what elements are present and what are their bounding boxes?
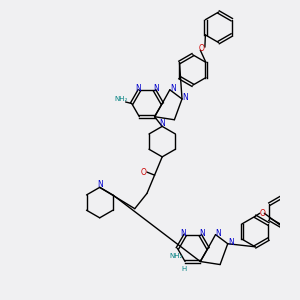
Text: N: N — [135, 84, 141, 93]
Text: O: O — [141, 168, 147, 177]
Text: N: N — [216, 229, 221, 238]
Text: N: N — [182, 93, 188, 102]
Text: H: H — [181, 266, 186, 272]
Text: NH₂: NH₂ — [169, 253, 183, 259]
Text: N: N — [153, 84, 159, 93]
Text: N: N — [170, 84, 176, 93]
Text: N: N — [228, 238, 234, 247]
Text: N: N — [159, 119, 165, 128]
Text: N: N — [199, 229, 205, 238]
Text: N: N — [97, 180, 103, 189]
Text: N: N — [181, 229, 186, 238]
Text: O: O — [199, 44, 205, 53]
Text: NH₂: NH₂ — [114, 96, 128, 102]
Text: O: O — [260, 209, 266, 218]
